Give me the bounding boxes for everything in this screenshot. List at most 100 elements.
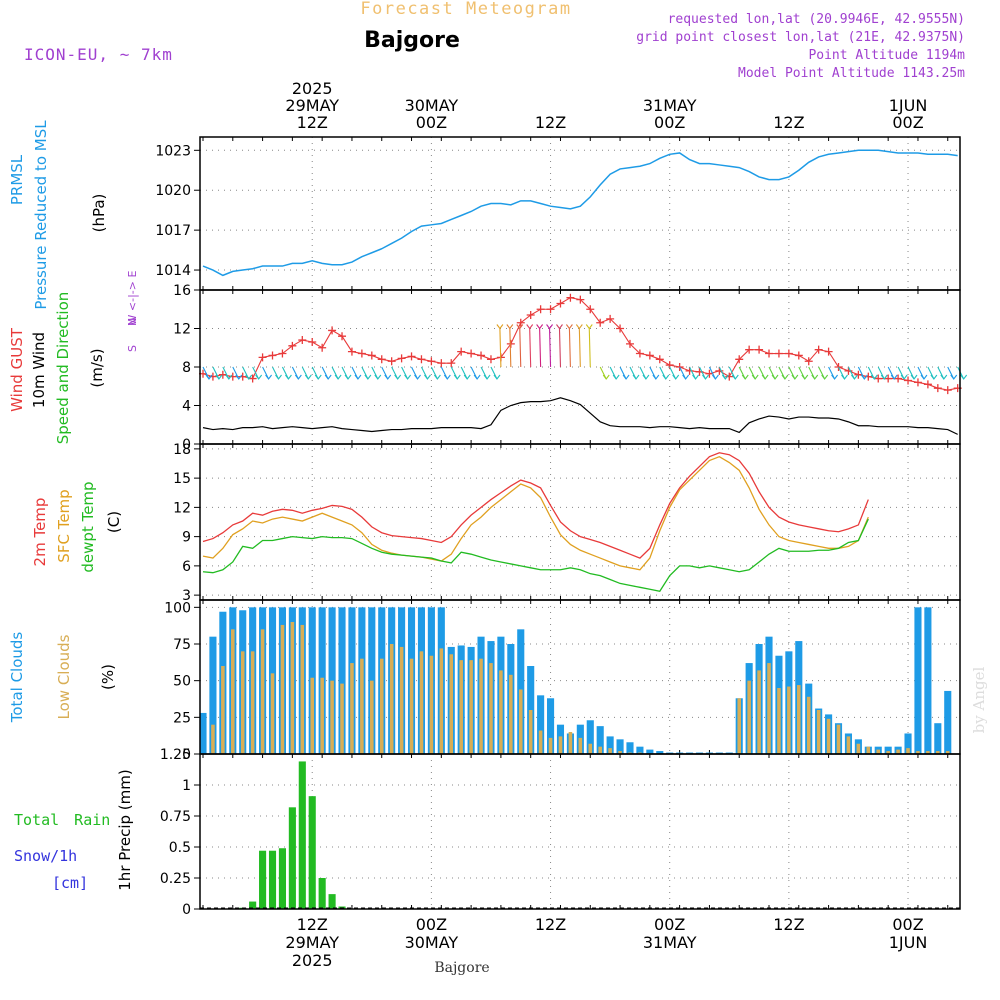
- gust-marker: [745, 345, 754, 354]
- ytick-label: 0: [182, 747, 191, 763]
- ytick-label: 16: [173, 283, 191, 299]
- ytick-label: 0: [182, 902, 191, 918]
- low-cloud-bar: [767, 663, 771, 754]
- wind-arrow: [529, 328, 532, 368]
- low-cloud-bar: [429, 655, 434, 754]
- grid-point-coords: grid point closest lon,lat (21E, 42.9375…: [636, 30, 965, 45]
- wind-arrow-head: [711, 374, 719, 380]
- wind-arrow-head: [344, 374, 352, 380]
- ytick-label: 1.25: [160, 747, 191, 763]
- gust-marker: [546, 305, 555, 314]
- gust-marker: [606, 314, 615, 323]
- wind-arrow-head: [682, 374, 690, 380]
- gust-marker: [784, 349, 793, 358]
- wind-arrow-head: [602, 374, 610, 380]
- low-cloud-bar: [449, 654, 454, 754]
- low-cloud-bar: [240, 651, 245, 754]
- gust-marker: [318, 343, 327, 352]
- compass-n: N: [126, 318, 139, 326]
- gust-marker: [427, 357, 436, 366]
- rain-label: Total Rain: [14, 811, 110, 829]
- wind-arrow-head: [483, 374, 491, 380]
- low-cloud-bar: [747, 680, 751, 754]
- rain-bar: [308, 796, 316, 909]
- wind-arrow: [539, 328, 542, 368]
- gust-marker: [477, 351, 486, 360]
- ytick-label: 0.75: [160, 809, 191, 825]
- total-cloud-bar: [199, 712, 207, 754]
- low-cloud-bar: [836, 724, 841, 754]
- low-cloud-bar: [280, 624, 285, 754]
- low-cloud-bar: [806, 696, 811, 754]
- compass-we: W <-|-> E: [126, 271, 139, 326]
- gust-marker: [814, 345, 823, 354]
- wind-arrow-head: [642, 374, 650, 380]
- low-cloud-bar: [757, 670, 761, 754]
- ytick-label: 50: [173, 674, 191, 690]
- gust-marker: [248, 374, 257, 383]
- low-cloud-bar: [588, 743, 593, 754]
- total-cloud-bar: [914, 607, 922, 754]
- gust-marker: [923, 380, 932, 389]
- ytick-label: 0: [182, 437, 191, 453]
- ytick-label: 1: [182, 778, 191, 794]
- watermark: by Angel: [970, 666, 988, 733]
- wind-arrow-head: [414, 374, 421, 380]
- wind-arrow-head: [841, 374, 848, 380]
- low-cloud-bar: [419, 651, 424, 754]
- bottom-time-label: 12Z: [535, 915, 566, 934]
- rain-bar: [288, 807, 296, 909]
- low-cloud-bar: [926, 751, 930, 754]
- wind-arrow-head: [225, 374, 233, 380]
- bottom-time-label: 29MAY: [285, 933, 339, 952]
- gust-marker: [774, 349, 783, 358]
- gust-marker: [347, 347, 356, 356]
- top-time-label: 00Z: [654, 113, 685, 132]
- low-cloud-bar: [916, 751, 920, 754]
- gust-marker: [308, 337, 317, 346]
- wind-label: 10m Wind: [30, 332, 48, 408]
- total-cloud-bar: [616, 739, 624, 754]
- total-cloud-bar: [924, 607, 932, 754]
- wind-arrow-head: [556, 324, 563, 330]
- total-cloud-bar: [884, 746, 892, 754]
- wind-arrow-head: [275, 374, 282, 380]
- wind-arrow-head: [205, 374, 213, 380]
- top-time-label: 12Z: [535, 113, 566, 132]
- rain-bar: [259, 850, 267, 909]
- low-cloud-bar: [608, 748, 612, 754]
- low-cloud-bar: [389, 644, 394, 754]
- ytick-label: 6: [182, 559, 191, 575]
- gust-marker: [765, 349, 774, 358]
- low-cloud-bar: [568, 732, 573, 754]
- low-cloud-bar: [340, 683, 344, 754]
- bottom-time-label: 31MAY: [643, 933, 697, 952]
- wind-arrow-head: [900, 374, 908, 380]
- wind-arrow-head: [662, 374, 670, 380]
- temp-line-dew: [202, 518, 869, 592]
- wind-arrow-head: [496, 324, 504, 330]
- low-cloud-bar: [360, 658, 364, 754]
- gust-marker: [824, 347, 833, 356]
- wind-arrow-head: [536, 324, 544, 330]
- ytick-label: 12: [173, 500, 191, 516]
- gust-marker: [616, 324, 625, 333]
- total-cloud-bar: [328, 607, 336, 754]
- total-cloud-bar: [944, 690, 952, 754]
- total-cloud-bar: [606, 736, 614, 754]
- point-altitude: Point Altitude 1194m: [808, 48, 965, 63]
- wind-arrow-head: [324, 374, 332, 380]
- wind-arrow-head: [612, 374, 620, 380]
- temp-unit: (C): [105, 511, 123, 533]
- ytick-label: 25: [173, 710, 191, 726]
- low-cloud-bar: [509, 674, 513, 754]
- low-cloud-bar: [469, 660, 473, 754]
- gust-marker: [884, 374, 893, 383]
- ytick-label: 100: [164, 600, 191, 616]
- wind-arrow-head: [215, 374, 223, 380]
- wind-arrow-head: [702, 374, 709, 380]
- low-cloud-bar: [558, 736, 563, 754]
- wind-arrow-head: [424, 374, 431, 380]
- bottom-time-label: 00Z: [892, 915, 923, 934]
